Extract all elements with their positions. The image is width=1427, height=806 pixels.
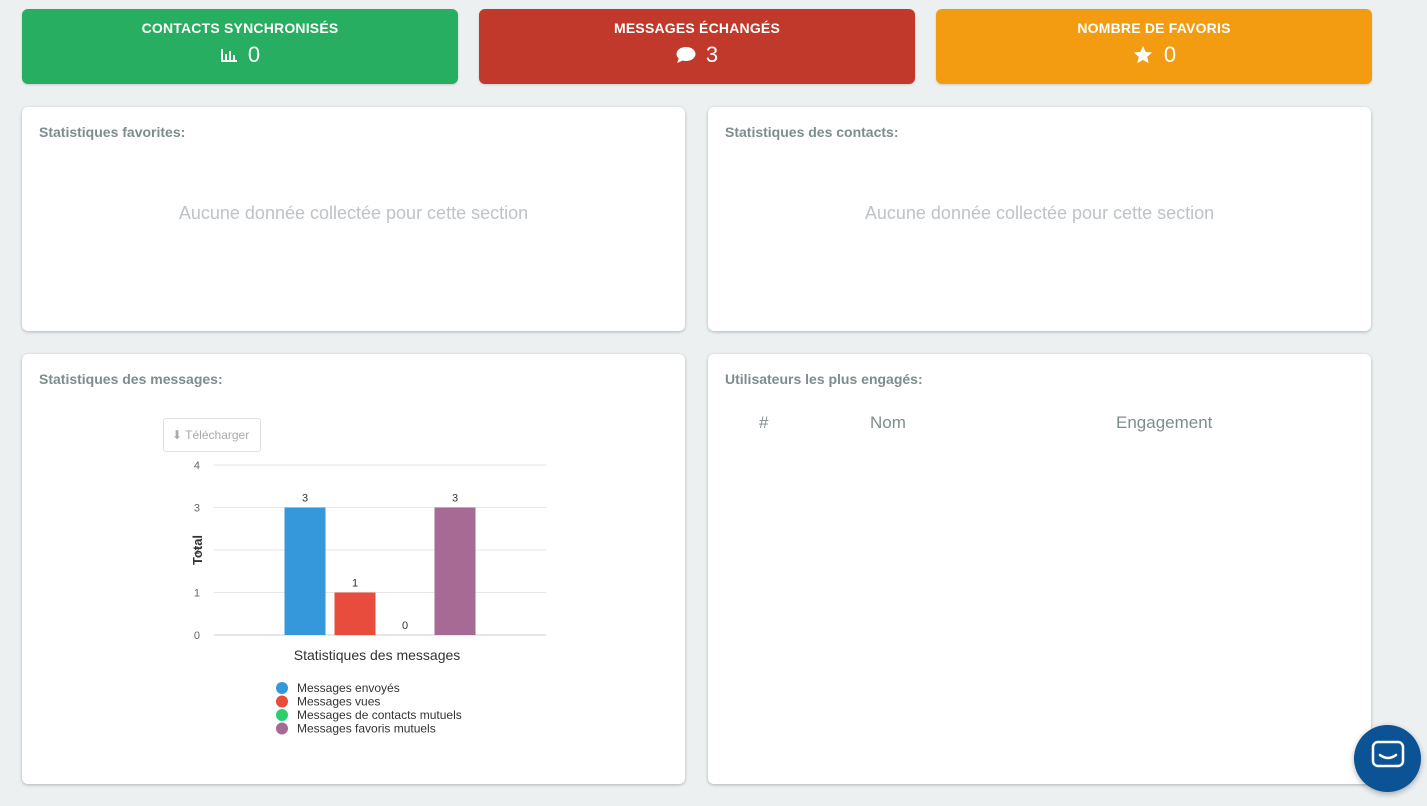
bar	[284, 507, 326, 635]
x-axis-label: Statistiques des messages	[294, 647, 461, 663]
column-header-rank[interactable]: #	[759, 413, 769, 432]
empty-message: Aucune donnée collectée pour cette secti…	[178, 203, 529, 223]
legend-marker	[276, 722, 288, 735]
panel-title: Statistiques favorites:	[39, 124, 186, 140]
y-axis-label: Total	[190, 535, 205, 565]
contacts-stats-panel: Statistiques des contacts: Aucune donnée…	[708, 107, 1371, 331]
bar	[334, 592, 376, 635]
contacts-sync-card: CONTACTS SYNCHRONISÉS 0	[22, 9, 458, 84]
bar	[434, 507, 476, 635]
panel-title: Utilisateurs les plus engagés:	[725, 371, 923, 387]
contacts-sync-title: CONTACTS SYNCHRONISÉS	[141, 20, 339, 36]
y-tick-label: 0	[194, 630, 200, 642]
star-icon	[1132, 45, 1154, 65]
contacts-sync-value: 0	[247, 42, 261, 67]
y-tick-label: 2	[194, 545, 200, 557]
favorites-stats-panel: Statistiques favorites: Aucune donnée co…	[22, 107, 685, 331]
empty-message: Aucune donnée collectée pour cette secti…	[864, 203, 1215, 223]
chat-icon	[1371, 740, 1405, 777]
column-header-engagement[interactable]: Engagement	[1116, 413, 1213, 432]
column-header-name[interactable]: Nom	[870, 413, 906, 432]
favorites-count-card: NOMBRE DE FAVORIS 0	[936, 9, 1372, 84]
y-tick-label: 4	[194, 460, 200, 472]
favorites-count-value: 0	[1163, 42, 1177, 67]
comment-icon	[676, 46, 696, 64]
legend-label: Messages vues	[297, 695, 380, 709]
data-label: 0	[402, 620, 408, 632]
legend-marker	[276, 682, 288, 694]
messages-stats-panel: Statistiques des messages: ⬇ Télécharger…	[22, 354, 685, 784]
messages-exchanged-title: MESSAGES ÉCHANGÉS	[614, 20, 780, 36]
data-label: 1	[352, 578, 358, 590]
legend-label: Messages envoyés	[297, 681, 400, 695]
favorites-count-title: NOMBRE DE FAVORIS	[1077, 20, 1231, 36]
engaged-users-panel: Utilisateurs les plus engagés: # Nom Eng…	[708, 354, 1371, 784]
bar-chart-icon	[220, 47, 238, 63]
data-label: 3	[452, 493, 458, 505]
legend-label: Messages favoris mutuels	[297, 722, 436, 736]
y-tick-label: 3	[194, 503, 200, 515]
data-label: 3	[302, 493, 308, 505]
messages-exchanged-value: 3	[705, 42, 719, 67]
legend-marker	[276, 695, 288, 708]
chat-widget-button[interactable]	[1354, 725, 1421, 792]
download-button[interactable]: ⬇ Télécharger	[163, 418, 261, 452]
y-tick-label: 1	[194, 588, 200, 600]
legend-marker	[276, 709, 288, 721]
messages-exchanged-card: MESSAGES ÉCHANGÉS 3	[479, 9, 915, 84]
panel-title: Statistiques des contacts:	[725, 124, 899, 140]
messages-bar-chart: 0 1 2 3 4 Total 3 1 0 3 Statistiques des messages M…	[190, 460, 546, 736]
panel-title: Statistiques des messages:	[39, 371, 223, 387]
legend-label: Messages de contacts mutuels	[297, 708, 462, 722]
